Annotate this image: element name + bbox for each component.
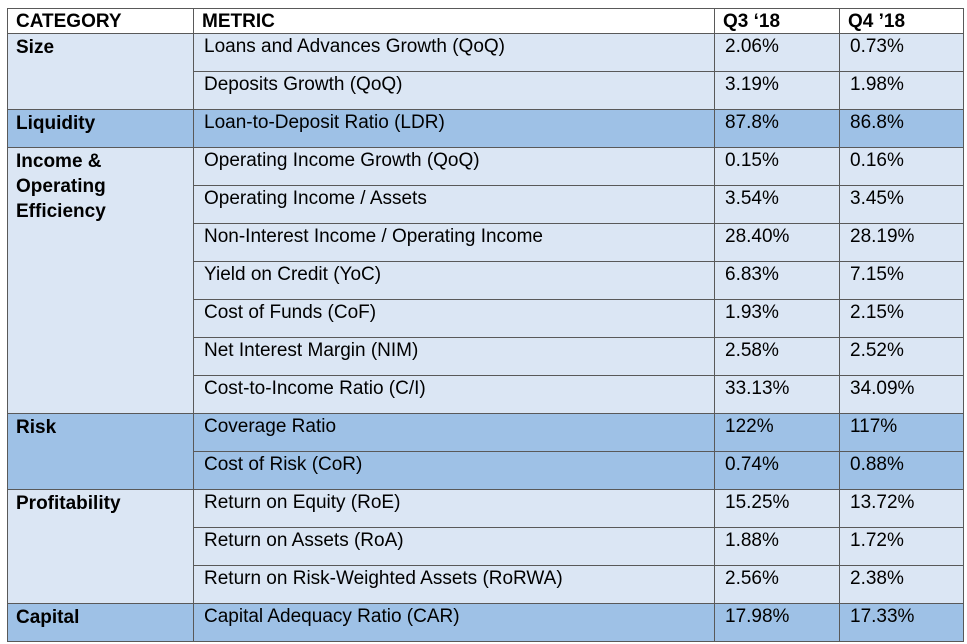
metrics-table-container: CATEGORY METRIC Q3 ‘18 Q4 ’18 Size Loans … [7,8,964,642]
q3-value-cell: 87.8% [714,109,840,148]
q4-value-cell: 3.45% [839,185,964,224]
category-cell: Size [7,33,194,110]
table-row: Yield on Credit (YoC) 6.83% 7.15% [8,261,964,300]
q4-value-cell: 13.72% [839,489,964,528]
metric-cell: Non-Interest Income / Operating Income [193,223,715,262]
table-row: Income & Operating Efficiency Operating I… [7,147,964,414]
table-row: Cost of Risk (CoR) 0.74% 0.88% [8,451,964,490]
category-cell: Risk [7,413,194,490]
q3-value-cell: 0.15% [714,147,840,186]
metric-cell: Return on Assets (RoA) [193,527,715,566]
q3-value-cell: 2.58% [714,337,840,376]
category-cell: Capital [7,603,194,642]
metric-cell: Loans and Advances Growth (QoQ) [193,33,715,72]
table-row: Deposits Growth (QoQ) 3.19% 1.98% [8,71,964,110]
metric-cell: Return on Risk-Weighted Assets (RoRWA) [193,565,715,604]
category-cell: Profitability [7,489,194,604]
q4-value-cell: 1.98% [839,71,964,110]
q3-value-cell: 1.93% [714,299,840,338]
metric-cell: Operating Income / Assets [193,185,715,224]
q3-value-cell: 15.25% [714,489,840,528]
q3-value-cell: 28.40% [714,223,840,262]
category-cell: Income & Operating Efficiency [7,147,194,414]
metric-cell: Net Interest Margin (NIM) [193,337,715,376]
header-metric: METRIC [193,8,715,34]
q3-value-cell: 1.88% [714,527,840,566]
metric-cell: Operating Income Growth (QoQ) [193,147,715,186]
q4-value-cell: 86.8% [839,109,964,148]
q4-value-cell: 2.15% [839,299,964,338]
q4-value-cell: 0.16% [839,147,964,186]
category-cell: Liquidity [7,109,194,148]
metric-cell: Loan-to-Deposit Ratio (LDR) [193,109,715,148]
q4-value-cell: 0.73% [839,33,964,72]
header-q3-2018: Q3 ‘18 [714,8,840,34]
table-row: Risk Coverage Ratio 122% 117% [7,413,964,490]
table-row: Non-Interest Income / Operating Income 28… [8,223,964,262]
metric-cell: Cost of Risk (CoR) [193,451,715,490]
table-row: Operating Income / Assets 3.54% 3.45% [8,185,964,224]
metric-cell: Capital Adequacy Ratio (CAR) [193,603,715,642]
q3-value-cell: 6.83% [714,261,840,300]
table-row: Cost-to-Income Ratio (C/I) 33.13% 34.09% [8,375,964,414]
table-row: Liquidity Loan-to-Deposit Ratio (LDR) 87.8… [7,109,964,148]
q4-value-cell: 1.72% [839,527,964,566]
header-q4-2018: Q4 ’18 [839,8,964,34]
q3-value-cell: 0.74% [714,451,840,490]
q3-value-cell: 2.06% [714,33,840,72]
q4-value-cell: 17.33% [839,603,964,642]
bank-metrics-table: CATEGORY METRIC Q3 ‘18 Q4 ’18 Size Loans … [7,8,964,642]
metric-cell: Deposits Growth (QoQ) [193,71,715,110]
q4-value-cell: 34.09% [839,375,964,414]
header-row: CATEGORY METRIC Q3 ‘18 Q4 ’18 [7,8,964,34]
q4-value-cell: 28.19% [839,223,964,262]
q3-value-cell: 122% [714,413,840,452]
q4-value-cell: 117% [839,413,964,452]
table-row: Capital Capital Adequacy Ratio (CAR) 17.98… [7,603,964,642]
q4-value-cell: 2.52% [839,337,964,376]
table-row: Profitability Return on Equity (RoE) 15.25… [7,489,964,604]
metric-cell: Cost-to-Income Ratio (C/I) [193,375,715,414]
q4-value-cell: 2.38% [839,565,964,604]
q4-value-cell: 0.88% [839,451,964,490]
table-row: Net Interest Margin (NIM) 2.58% 2.52% [8,337,964,376]
table-row: Return on Assets (RoA) 1.88% 1.72% [8,527,964,566]
header-category: CATEGORY [7,8,194,34]
q3-value-cell: 3.19% [714,71,840,110]
table-row: Size Loans and Advances Growth (QoQ) 2.06%… [7,33,964,110]
table-row: Cost of Funds (CoF) 1.93% 2.15% [8,299,964,338]
metric-cell: Cost of Funds (CoF) [193,299,715,338]
q3-value-cell: 17.98% [714,603,840,642]
metric-cell: Yield on Credit (YoC) [193,261,715,300]
q3-value-cell: 33.13% [714,375,840,414]
q4-value-cell: 7.15% [839,261,964,300]
metric-cell: Return on Equity (RoE) [193,489,715,528]
table-body: Size Loans and Advances Growth (QoQ) 2.06%… [7,33,964,642]
metric-cell: Coverage Ratio [193,413,715,452]
q3-value-cell: 3.54% [714,185,840,224]
q3-value-cell: 2.56% [714,565,840,604]
